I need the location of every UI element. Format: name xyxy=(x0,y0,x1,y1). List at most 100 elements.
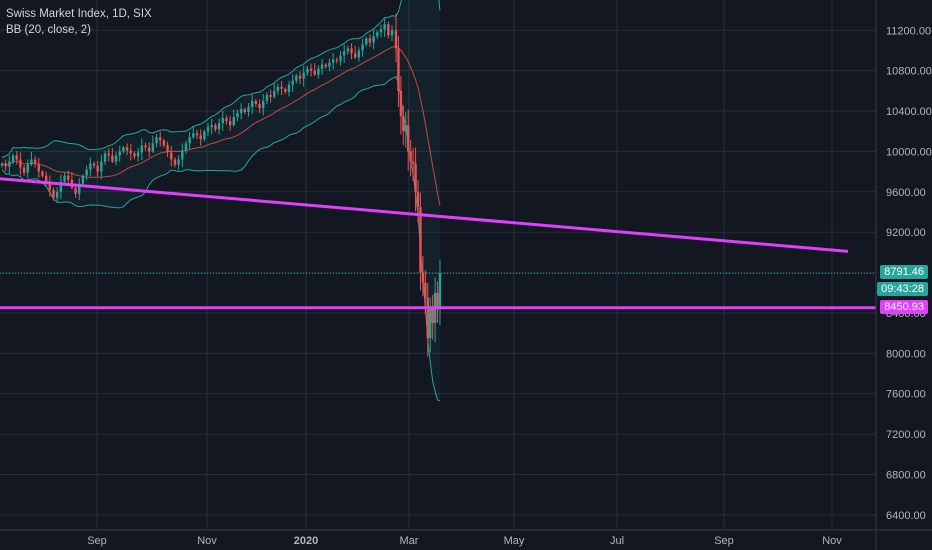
candle-body xyxy=(262,100,265,109)
candle-body xyxy=(320,64,324,69)
candle-body xyxy=(276,86,280,91)
candle-body xyxy=(357,50,361,58)
candle-body xyxy=(291,80,294,85)
candle-body xyxy=(52,189,55,198)
candle-body xyxy=(416,191,420,207)
price-tick-label: 7600.00 xyxy=(886,389,926,401)
band-lower xyxy=(1,75,441,402)
candle-body xyxy=(78,183,81,194)
candle-body xyxy=(361,44,364,51)
time-tick-label: Jul xyxy=(610,535,624,547)
candle-body xyxy=(243,109,247,113)
candle-body xyxy=(368,38,372,43)
candle-body xyxy=(250,100,254,108)
candle-body xyxy=(402,116,405,132)
time-axis: Sep Nov 2020 Mar May Jul Sep Nov xyxy=(0,529,932,547)
candle-body xyxy=(346,48,350,52)
candle-body xyxy=(365,38,368,45)
candle-body xyxy=(111,155,114,162)
last-price-tag: 8791.46 xyxy=(880,265,928,280)
candle-body xyxy=(140,145,144,153)
candle-body xyxy=(236,113,239,118)
candle-body xyxy=(11,155,15,162)
candle-body xyxy=(33,159,37,164)
time-tick-label: Mar xyxy=(400,535,419,547)
candle-body xyxy=(217,123,221,130)
candle-body xyxy=(162,140,166,146)
candle-body xyxy=(317,68,320,75)
price-tick-label: 8000.00 xyxy=(886,348,926,360)
candle-body xyxy=(350,48,353,54)
candle-body xyxy=(4,163,7,167)
candle-body xyxy=(177,159,180,165)
candle-body xyxy=(328,62,331,67)
band-fill xyxy=(2,0,440,401)
candle-body xyxy=(221,118,224,124)
candle-body xyxy=(228,121,232,126)
candle-body xyxy=(313,70,316,75)
candle-body xyxy=(284,88,287,92)
candle-body xyxy=(379,29,383,33)
candle-body xyxy=(436,292,439,308)
candle-body xyxy=(114,155,118,162)
candle-body xyxy=(426,297,429,339)
candle-body xyxy=(414,163,417,192)
price-tick-label: 11200.00 xyxy=(886,25,931,37)
candle-body xyxy=(188,137,191,144)
candle-body xyxy=(269,94,272,97)
indicator-label: BB (20, close, 2) xyxy=(6,24,92,36)
candle-body xyxy=(411,161,415,164)
candle-body xyxy=(419,206,422,273)
band-basis xyxy=(1,45,441,206)
countdown-tag: 09:43:28 xyxy=(877,282,928,297)
candle-body xyxy=(210,125,213,128)
price-tick-label: 6800.00 xyxy=(886,469,926,481)
price-tick-label: 9200.00 xyxy=(886,227,926,239)
candle-body xyxy=(48,181,52,190)
price-tick-label: 6400.00 xyxy=(886,510,926,522)
candle-body xyxy=(429,307,432,339)
candle-body xyxy=(107,153,110,156)
time-tick-label: Sep xyxy=(87,535,107,547)
candle-body xyxy=(273,90,276,97)
candle-body xyxy=(383,24,386,30)
candle-body xyxy=(59,181,63,192)
candle-body xyxy=(387,24,390,36)
candles xyxy=(0,13,442,357)
candle-body xyxy=(89,163,92,170)
candle-body xyxy=(125,147,129,151)
price-tick-label: 10000.00 xyxy=(886,146,932,158)
candle-body xyxy=(22,167,26,173)
candle-body xyxy=(203,131,206,140)
trendline xyxy=(0,177,849,253)
candle-body xyxy=(399,90,403,117)
candle-body xyxy=(342,51,346,56)
candle-body xyxy=(166,145,169,153)
candle-body xyxy=(397,48,400,91)
candle-body xyxy=(254,100,258,104)
candle-body xyxy=(30,159,33,165)
candle-body xyxy=(37,163,40,172)
candle-body xyxy=(339,55,342,61)
time-tick-label: 2020 xyxy=(294,535,318,547)
candle-body xyxy=(258,103,261,109)
candle-body xyxy=(390,30,394,36)
bollinger-bands xyxy=(1,0,441,402)
candle-body xyxy=(409,151,412,162)
price-tick-label: 9600.00 xyxy=(886,187,926,199)
candle-body xyxy=(306,68,309,73)
candle-body xyxy=(155,137,158,144)
candle-body xyxy=(424,282,427,298)
drawings xyxy=(0,177,876,310)
candle-body xyxy=(214,125,217,130)
candle-body xyxy=(206,127,210,132)
candle-body xyxy=(151,143,155,152)
time-tick-label: May xyxy=(504,535,525,547)
candle-body xyxy=(335,59,339,61)
candle-body xyxy=(421,272,425,283)
candle-body xyxy=(92,163,96,166)
time-tick-label: Nov xyxy=(822,535,842,547)
candle-body xyxy=(81,175,85,184)
price-tick-label: 7200.00 xyxy=(886,429,926,441)
